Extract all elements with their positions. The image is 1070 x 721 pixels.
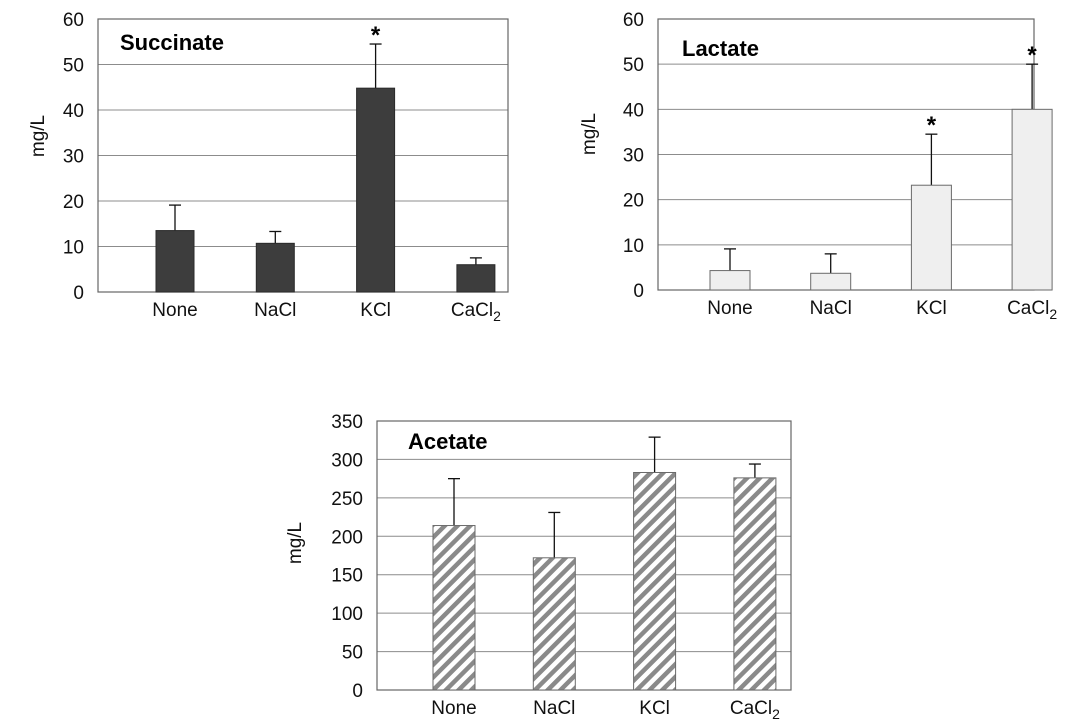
bar [356,87,396,293]
chart-succinate: 0 10 20 30 40 50 60 None NaCl * KCl CaCl2 Succinate m… [28,10,509,324]
chart-title: Succinate [120,30,224,55]
y-tick-label: 150 [331,566,363,587]
y-tick-label: 300 [331,450,363,471]
y-tick-label: 10 [623,236,644,257]
y-tick-label: 0 [352,681,363,702]
y-tick-label: 40 [623,100,644,121]
significance-marker: * [1027,42,1037,69]
significance-marker: * [371,22,381,49]
bar [810,272,852,291]
y-tick-label: 50 [623,55,644,76]
chart-acetate: 0 50 100 150 200 250 300 350 None NaCl KCl CaCl2 Ace… [285,412,792,721]
y-tick-label: 100 [331,604,363,625]
x-tick-label: KCl [639,698,670,719]
y-tick-label: 20 [63,192,84,213]
y-tick-label: 20 [623,191,644,212]
x-tick-label: KCl [360,300,391,321]
y-tick-label: 50 [342,643,363,664]
x-tick-label: CaCl2 [730,698,780,721]
y-tick-label: 50 [63,56,84,77]
y-axis-label: mg/L [28,115,49,157]
x-tick-label: None [152,300,197,321]
x-tick-label: None [431,698,476,719]
bar [456,264,496,293]
chart-title: Lactate [682,36,759,61]
chart-lactate: 0 10 20 30 40 50 60 None NaCl * KCl * CaCl2 Lactate mg… [579,10,1057,322]
y-tick-label: 350 [331,412,363,433]
x-tick-label: CaCl2 [1007,298,1057,322]
bar [155,230,195,293]
y-tick-label: 40 [63,101,84,122]
y-tick-label: 30 [63,147,84,168]
y-tick-label: 0 [633,281,644,302]
x-tick-label: NaCl [254,300,296,321]
y-tick-label: 250 [331,489,363,510]
bar [910,184,952,291]
y-axis-label: mg/L [579,113,600,155]
y-tick-label: 0 [73,283,84,304]
y-tick-label: 60 [63,10,84,31]
y-tick-label: 30 [623,146,644,167]
y-tick-label: 60 [623,10,644,31]
plot-frame [376,420,792,691]
x-tick-label: KCl [916,298,947,319]
x-tick-label: NaCl [810,298,852,319]
bar [532,557,576,691]
x-tick-label: CaCl2 [451,300,501,324]
y-axis-label: mg/L [285,522,306,564]
bar [1011,108,1053,291]
bar [432,525,476,691]
x-tick-label: NaCl [533,698,575,719]
bar [709,270,751,291]
y-tick-label: 200 [331,527,363,548]
bar [733,477,777,691]
significance-marker: * [927,112,937,139]
bar [255,242,295,293]
y-tick-label: 10 [63,238,84,259]
x-tick-label: None [707,298,752,319]
chart-title: Acetate [408,429,487,454]
bar [633,471,677,691]
plot-frame [97,18,509,293]
